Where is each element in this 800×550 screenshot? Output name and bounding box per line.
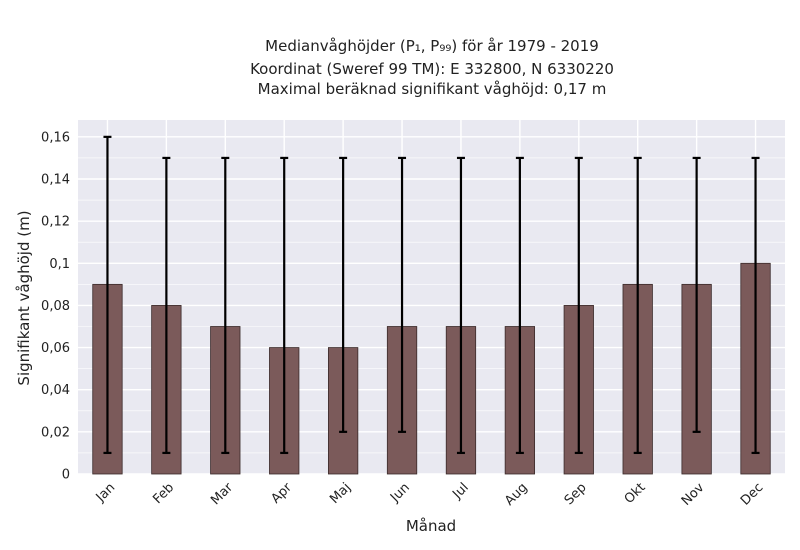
y-tick-label: 0: [62, 468, 70, 483]
error-bars: [103, 135, 760, 455]
x-tick-label: Dec: [738, 480, 766, 508]
y-axis-label: Signifikant våghöjd (m): [15, 210, 33, 385]
y-tick-label: 0,08: [41, 299, 70, 314]
x-axis-label: Månad: [406, 517, 456, 535]
y-tick-labels: 0 0,02 0,04 0,06 0,08 0,1 0,12 0,14 0,16: [41, 130, 70, 482]
title-line-1: Medianvåghöjder (P₁, P₉₉) för år 1979 - …: [265, 37, 599, 55]
y-tick-label: 0,06: [41, 341, 70, 356]
title-line-2: Koordinat (Sweref 99 TM): E 332800, N 63…: [250, 60, 614, 78]
x-tick-label: Sep: [562, 480, 590, 508]
x-tick-label: Nov: [679, 480, 708, 509]
y-tick-label: 0,1: [49, 257, 70, 272]
y-tick-label: 0,02: [41, 425, 70, 440]
x-tick-label: Mar: [208, 480, 236, 508]
x-tick-label: Jul: [449, 480, 471, 502]
chart-title: Medianvåghöjder (P₁, P₉₉) för år 1979 - …: [250, 37, 614, 98]
x-tick-label: Jun: [387, 480, 413, 506]
y-tick-label: 0,16: [41, 130, 70, 145]
x-tick-label: Aug: [502, 480, 531, 509]
y-tick-label: 0,04: [41, 383, 70, 398]
plot-area: [78, 120, 785, 474]
y-tick-label: 0,14: [41, 173, 70, 188]
x-tick-label: Jan: [93, 480, 118, 505]
x-tick-label: Okt: [622, 480, 649, 507]
x-tick-label: Maj: [327, 480, 354, 507]
title-line-3: Maximal beräknad signifikant våghöjd: 0,…: [258, 80, 607, 98]
y-tick-label: 0,12: [41, 215, 70, 230]
x-tick-label: Apr: [269, 480, 296, 507]
x-tick-label: Feb: [150, 480, 177, 507]
x-tick-labels: Jan Feb Mar Apr Maj Jun Jul Aug Sep Okt Nov Dec: [93, 480, 767, 509]
